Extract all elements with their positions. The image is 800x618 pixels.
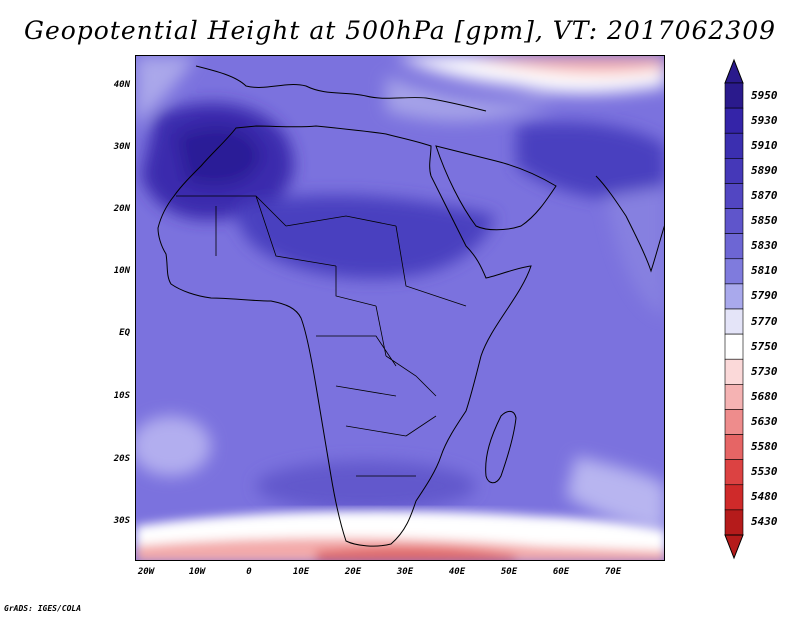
lon-label-60e: 60E xyxy=(552,567,570,577)
colorbar-level-label: 5430 xyxy=(751,515,778,529)
colorbar-swatch xyxy=(724,183,744,209)
lon-label-20w: 20W xyxy=(137,567,155,577)
colorbar-swatch xyxy=(724,509,744,536)
lat-label-40n: 40N xyxy=(113,80,130,90)
field-darkest-nw-africa xyxy=(176,125,261,186)
colorbar-level-label: 5770 xyxy=(751,314,778,328)
colorbar-swatch xyxy=(724,333,744,360)
colorbar-level-label: 5830 xyxy=(751,239,778,253)
lat-label-30n: 30N xyxy=(113,142,130,152)
lat-label-eq: EQ xyxy=(119,328,130,338)
colorbar-swatch xyxy=(724,409,744,435)
colorbar-swatch xyxy=(724,358,744,385)
field-darkred-s xyxy=(316,546,516,560)
colorbar-level-label: 5930 xyxy=(751,113,778,127)
lon-label-30e: 30E xyxy=(396,567,414,577)
colorbar-level-label: 5890 xyxy=(751,163,778,177)
field-light-east xyxy=(606,186,664,316)
colorbar-level-label: 5530 xyxy=(751,465,778,479)
colorbar-swatch xyxy=(724,158,744,184)
colorbar-swatch xyxy=(724,233,744,260)
colorbar-level-label: 5750 xyxy=(751,339,778,353)
lon-label-10w: 10W xyxy=(188,567,206,577)
field-pale-nw xyxy=(136,56,196,126)
lat-label-30s: 30S xyxy=(113,516,130,526)
colorbar xyxy=(724,58,744,560)
colorbar-top-arrow xyxy=(724,58,744,84)
lon-label-0: 0 xyxy=(246,567,252,577)
colorbar-swatch xyxy=(724,434,744,460)
colorbar-swatch xyxy=(724,82,744,109)
colorbar-level-label: 5580 xyxy=(751,440,778,454)
lat-label-20n: 20N xyxy=(113,204,130,214)
colorbar-level-label: 5810 xyxy=(751,264,778,278)
europe-coastline xyxy=(195,65,487,112)
colorbar-level-label: 5680 xyxy=(751,389,778,403)
colorbar-swatch xyxy=(724,107,744,134)
colorbar-swatch xyxy=(724,208,744,234)
colorbar-swatch xyxy=(724,258,744,285)
lon-label-40e: 40E xyxy=(448,567,466,577)
colorbar-level-label: 5870 xyxy=(751,189,778,202)
lon-label-50e: 50E xyxy=(500,567,518,577)
africa-coastline xyxy=(157,125,532,547)
field-red-n xyxy=(466,56,664,74)
arabia-coastline xyxy=(435,145,557,231)
colorbar-swatch xyxy=(724,132,744,159)
field-pale-se xyxy=(566,456,664,536)
colorbar-level-label: 5630 xyxy=(751,415,778,428)
field-pale-mediterranean xyxy=(386,76,556,122)
india-coastline xyxy=(595,175,664,273)
field-dark-middle-east xyxy=(516,122,664,200)
lon-label-70e: 70E xyxy=(604,567,622,577)
colorbar-level-label: 5790 xyxy=(751,289,778,303)
field-dark-sahel xyxy=(236,195,496,279)
colorbar-swatch xyxy=(724,283,744,310)
lon-label-10e: 10E xyxy=(292,567,310,577)
madagascar-coastline xyxy=(485,410,517,484)
colorbar-bottom-arrow xyxy=(724,534,744,560)
colorbar-level-label: 5950 xyxy=(751,88,778,102)
lon-label-20e: 20E xyxy=(344,567,362,577)
colorbar-swatch xyxy=(724,308,744,335)
chart-title: Geopotential Height at 500hPa [gpm], VT:… xyxy=(23,16,777,45)
colorbar-level-label: 5910 xyxy=(751,138,778,152)
colorbar-level-label: 5850 xyxy=(751,214,778,228)
coastlines xyxy=(157,65,664,547)
height-field xyxy=(136,56,664,560)
field-dark-southern-africa xyxy=(256,461,476,511)
credit-text: GrADS: IGES/COLA xyxy=(4,604,82,613)
colorbar-level-label: 5730 xyxy=(751,364,778,378)
colorbar-swatch xyxy=(724,384,744,410)
country-borders xyxy=(176,195,467,477)
lat-label-10s: 10S xyxy=(113,391,130,401)
field-pale-atlantic xyxy=(136,416,211,476)
lat-label-10n: 10N xyxy=(113,266,130,276)
colorbar-level-label: 5480 xyxy=(751,490,778,504)
colorbar-swatch xyxy=(724,459,744,486)
colorbar-swatch xyxy=(724,484,744,511)
map-area xyxy=(135,55,665,561)
lat-label-20s: 20S xyxy=(113,454,130,464)
